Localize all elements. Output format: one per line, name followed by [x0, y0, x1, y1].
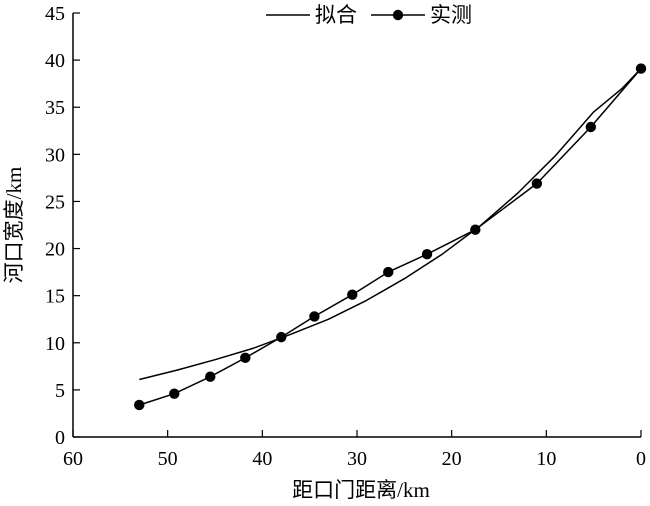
y-tick-label: 35 [45, 97, 65, 119]
measured-point [276, 331, 287, 343]
x-tick-label: 50 [158, 448, 178, 470]
measured-point [205, 371, 216, 382]
x-tick-label: 10 [536, 448, 556, 470]
y-tick-label: 40 [45, 50, 65, 72]
measured-point [383, 266, 394, 278]
y-tick-label: 45 [45, 3, 65, 25]
y-tick-label: 15 [45, 286, 65, 308]
y-axis-title: 河口宽度/km [2, 167, 26, 284]
measured-point [531, 178, 543, 189]
measured-series-line [139, 68, 642, 406]
legend: 拟合 实测 [266, 3, 472, 27]
measured-point [421, 249, 433, 260]
x-tick-label: 20 [442, 448, 462, 470]
x-tick-label: 40 [252, 448, 272, 470]
measured-point [134, 399, 145, 411]
x-tick-label: 30 [347, 448, 367, 470]
x-axis-title: 距口门距离/km [292, 478, 430, 502]
y-tick-label: 10 [45, 333, 65, 355]
series-group [134, 63, 647, 411]
x-tick-label: 60 [63, 448, 83, 470]
legend-measured-marker [392, 9, 404, 21]
y-tick-label: 30 [45, 144, 65, 166]
x-tick-label: 0 [636, 448, 646, 470]
measured-point [635, 63, 647, 74]
y-tick-label: 5 [55, 380, 65, 402]
measured-point [309, 311, 320, 322]
measured-point [169, 388, 180, 399]
measured-point [585, 121, 597, 133]
y-tick-label: 25 [45, 191, 65, 213]
fit-curve-line [139, 68, 642, 381]
axes: 0 5 10 15 20 25 30 35 40 45 60 50 40 30 20 10 0 [45, 3, 646, 470]
y-tick-label: 0 [55, 427, 65, 449]
y-tick-label: 20 [45, 239, 65, 261]
measured-point [240, 352, 251, 364]
measured-point [470, 224, 481, 235]
legend-measured-label: 实测 [430, 3, 472, 27]
legend-fit-label: 拟合 [315, 3, 357, 27]
measured-point [347, 289, 358, 300]
